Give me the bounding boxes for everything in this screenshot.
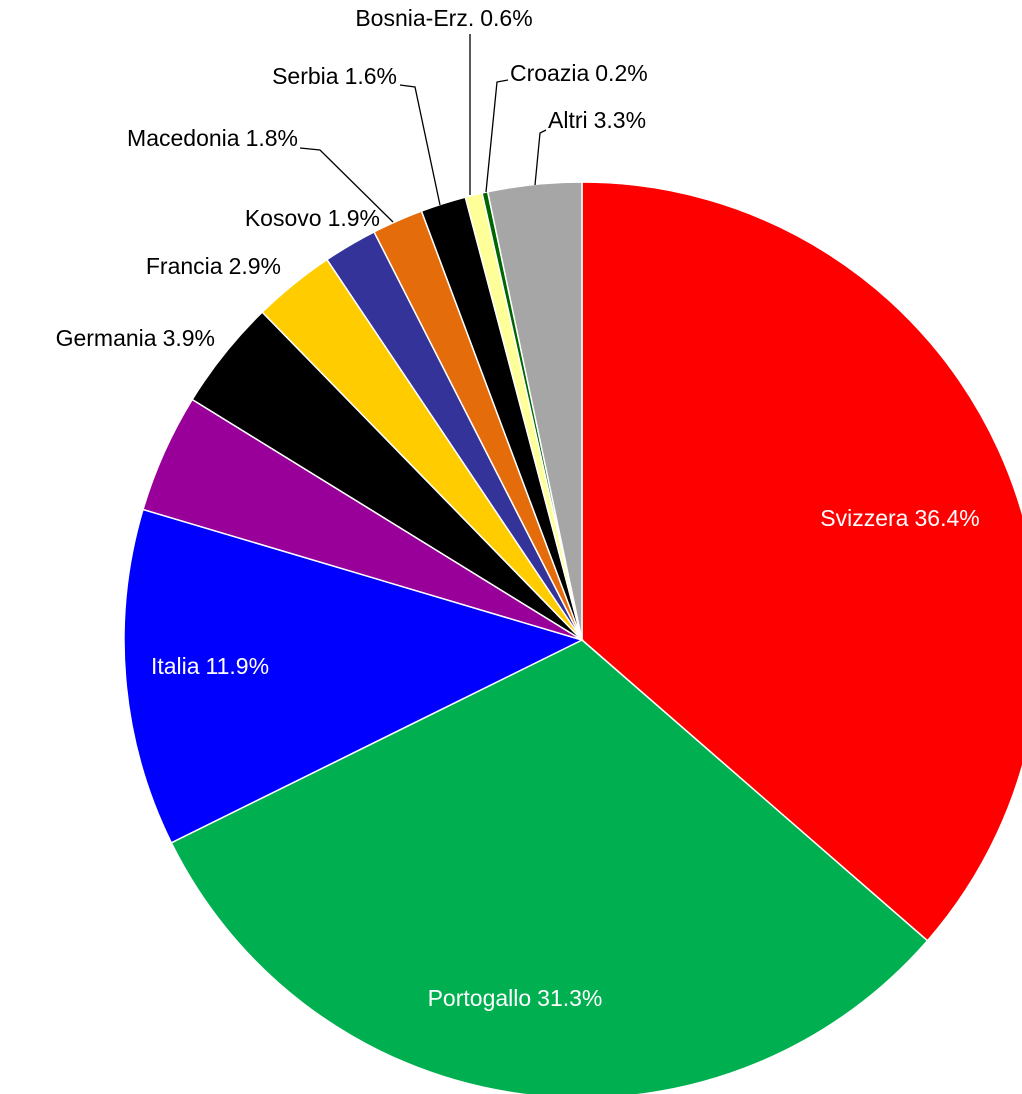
label-name: Bosnia-Erz. [355, 5, 474, 31]
data-label: Croazia 0.2% [510, 60, 648, 86]
pie-slice [170, 639, 929, 1094]
data-label: Bosnia-Erz. 0.6% [355, 5, 532, 31]
label-value: 3.3% [594, 107, 646, 133]
label-value: 31.3% [537, 985, 602, 1011]
label-name: Italia [151, 653, 200, 679]
label-name: Croazia [510, 60, 589, 86]
data-label: Germania 3.9% [56, 325, 215, 351]
data-label: Serbia 1.6% [272, 63, 397, 89]
label-name: Kosovo [245, 205, 322, 231]
data-label: Portogallo 31.3% [428, 985, 603, 1011]
leader-line [534, 129, 547, 186]
label-name: Macedonia [127, 125, 240, 151]
data-label: Altri 3.3% [548, 107, 646, 133]
data-label: Macedonia 1.8% [127, 125, 298, 151]
pie-slice [123, 508, 585, 844]
data-label: Svizzera 36.4% [820, 505, 979, 531]
label-value: 2.9% [229, 253, 281, 279]
label-name: Altri [548, 107, 588, 133]
label-value: 11.9% [206, 653, 270, 679]
label-name: Serbia [272, 63, 339, 89]
data-label: Francia 2.9% [146, 253, 281, 279]
label-name: Germania [56, 325, 157, 351]
leader-line [399, 84, 441, 206]
label-value: 1.9% [328, 205, 380, 231]
label-value: 0.6% [480, 5, 532, 31]
data-label: Kosovo 1.9% [245, 205, 380, 231]
label-name: Portogallo [428, 985, 532, 1011]
data-label: Italia 11.9% [151, 653, 269, 679]
leader-line [485, 79, 509, 193]
leader-line [299, 147, 394, 223]
label-value: 3.9% [163, 325, 215, 351]
label-name: Francia [146, 253, 223, 279]
pie-slice [581, 181, 1022, 942]
label-value: 1.8% [246, 125, 298, 151]
label-value: 36.4% [914, 505, 979, 531]
label-value: 0.2% [595, 60, 647, 86]
label-name: Svizzera [820, 505, 908, 531]
label-value: 1.6% [345, 63, 397, 89]
